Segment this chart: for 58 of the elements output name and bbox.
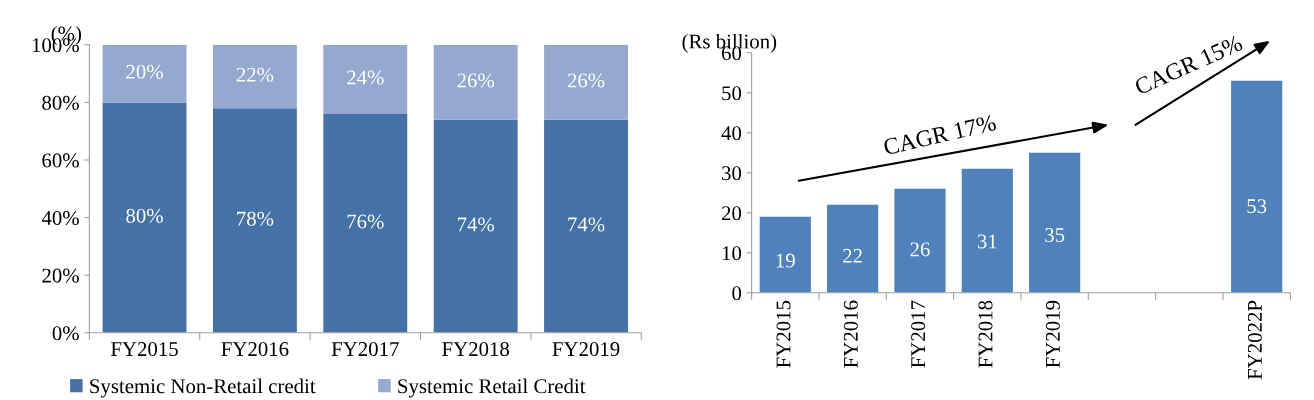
x-tick-label: FY2017 — [331, 342, 399, 357]
y-tick-label: 20% — [42, 268, 79, 283]
bar — [827, 204, 879, 293]
x-tick-label: FY2015 — [776, 300, 791, 368]
y-tick-label: 20 — [721, 206, 742, 221]
bar — [961, 168, 1013, 293]
data-label: 76% — [347, 214, 384, 229]
data-label: 80% — [126, 208, 163, 223]
data-label: 78% — [237, 211, 274, 226]
y-tick-label: 80% — [42, 95, 79, 110]
data-label: 20% — [126, 64, 163, 79]
bar — [433, 44, 518, 120]
data-label: 26 — [910, 242, 930, 257]
y-tick-label: 10 — [722, 246, 742, 261]
y-tick-label: 50 — [722, 86, 742, 101]
data-label: 24% — [347, 70, 384, 85]
bar — [102, 44, 187, 103]
x-tick-label: FY2022P — [1247, 300, 1262, 380]
bar — [759, 216, 811, 293]
bar — [544, 44, 628, 120]
y-tick-label: 0 — [732, 286, 742, 301]
bar — [323, 113, 408, 333]
data-label: 22 — [843, 248, 862, 263]
x-tick-label: FY2018 — [978, 300, 993, 368]
x-tick-label: FY2019 — [552, 342, 620, 357]
bar — [323, 44, 408, 114]
bar — [1029, 152, 1081, 293]
legend-label: Systemic Non-Retail credit — [90, 378, 316, 398]
annotation: CAGR 17% — [882, 114, 997, 156]
annotation: CAGR 15% — [1133, 34, 1244, 96]
data-label: 22% — [236, 67, 274, 82]
y-tick-label: 40 — [721, 126, 742, 141]
bar — [1231, 80, 1283, 293]
y-tick-label: 0% — [52, 326, 79, 341]
data-label: 53 — [1247, 199, 1267, 214]
x-tick-label: FY2019 — [1045, 300, 1060, 368]
y-tick-label: 30 — [722, 166, 742, 181]
x-tick-label: FY2018 — [442, 342, 510, 357]
data-label: 31 — [977, 234, 997, 249]
data-label: 26% — [567, 73, 605, 88]
y-tick-label: 60% — [42, 153, 79, 168]
bar — [433, 119, 518, 333]
bar — [212, 44, 297, 109]
x-tick-label: FY2015 — [110, 342, 178, 357]
data-label: 74% — [568, 217, 605, 232]
data-label: 74% — [457, 217, 495, 232]
y-tick-label: 40% — [41, 210, 79, 226]
x-tick-label: FY2016 — [221, 342, 289, 357]
data-label: 35 — [1045, 228, 1065, 243]
bar — [212, 108, 297, 333]
data-label: 26% — [457, 73, 495, 88]
x-tick-label: FY2016 — [843, 300, 858, 368]
bar — [894, 188, 946, 293]
x-tick-label: FY2017 — [911, 300, 926, 368]
data-label: 19 — [776, 253, 795, 268]
legend-label: Systemic Retail Credit — [398, 378, 586, 398]
bar — [102, 102, 187, 333]
bar — [544, 119, 628, 333]
